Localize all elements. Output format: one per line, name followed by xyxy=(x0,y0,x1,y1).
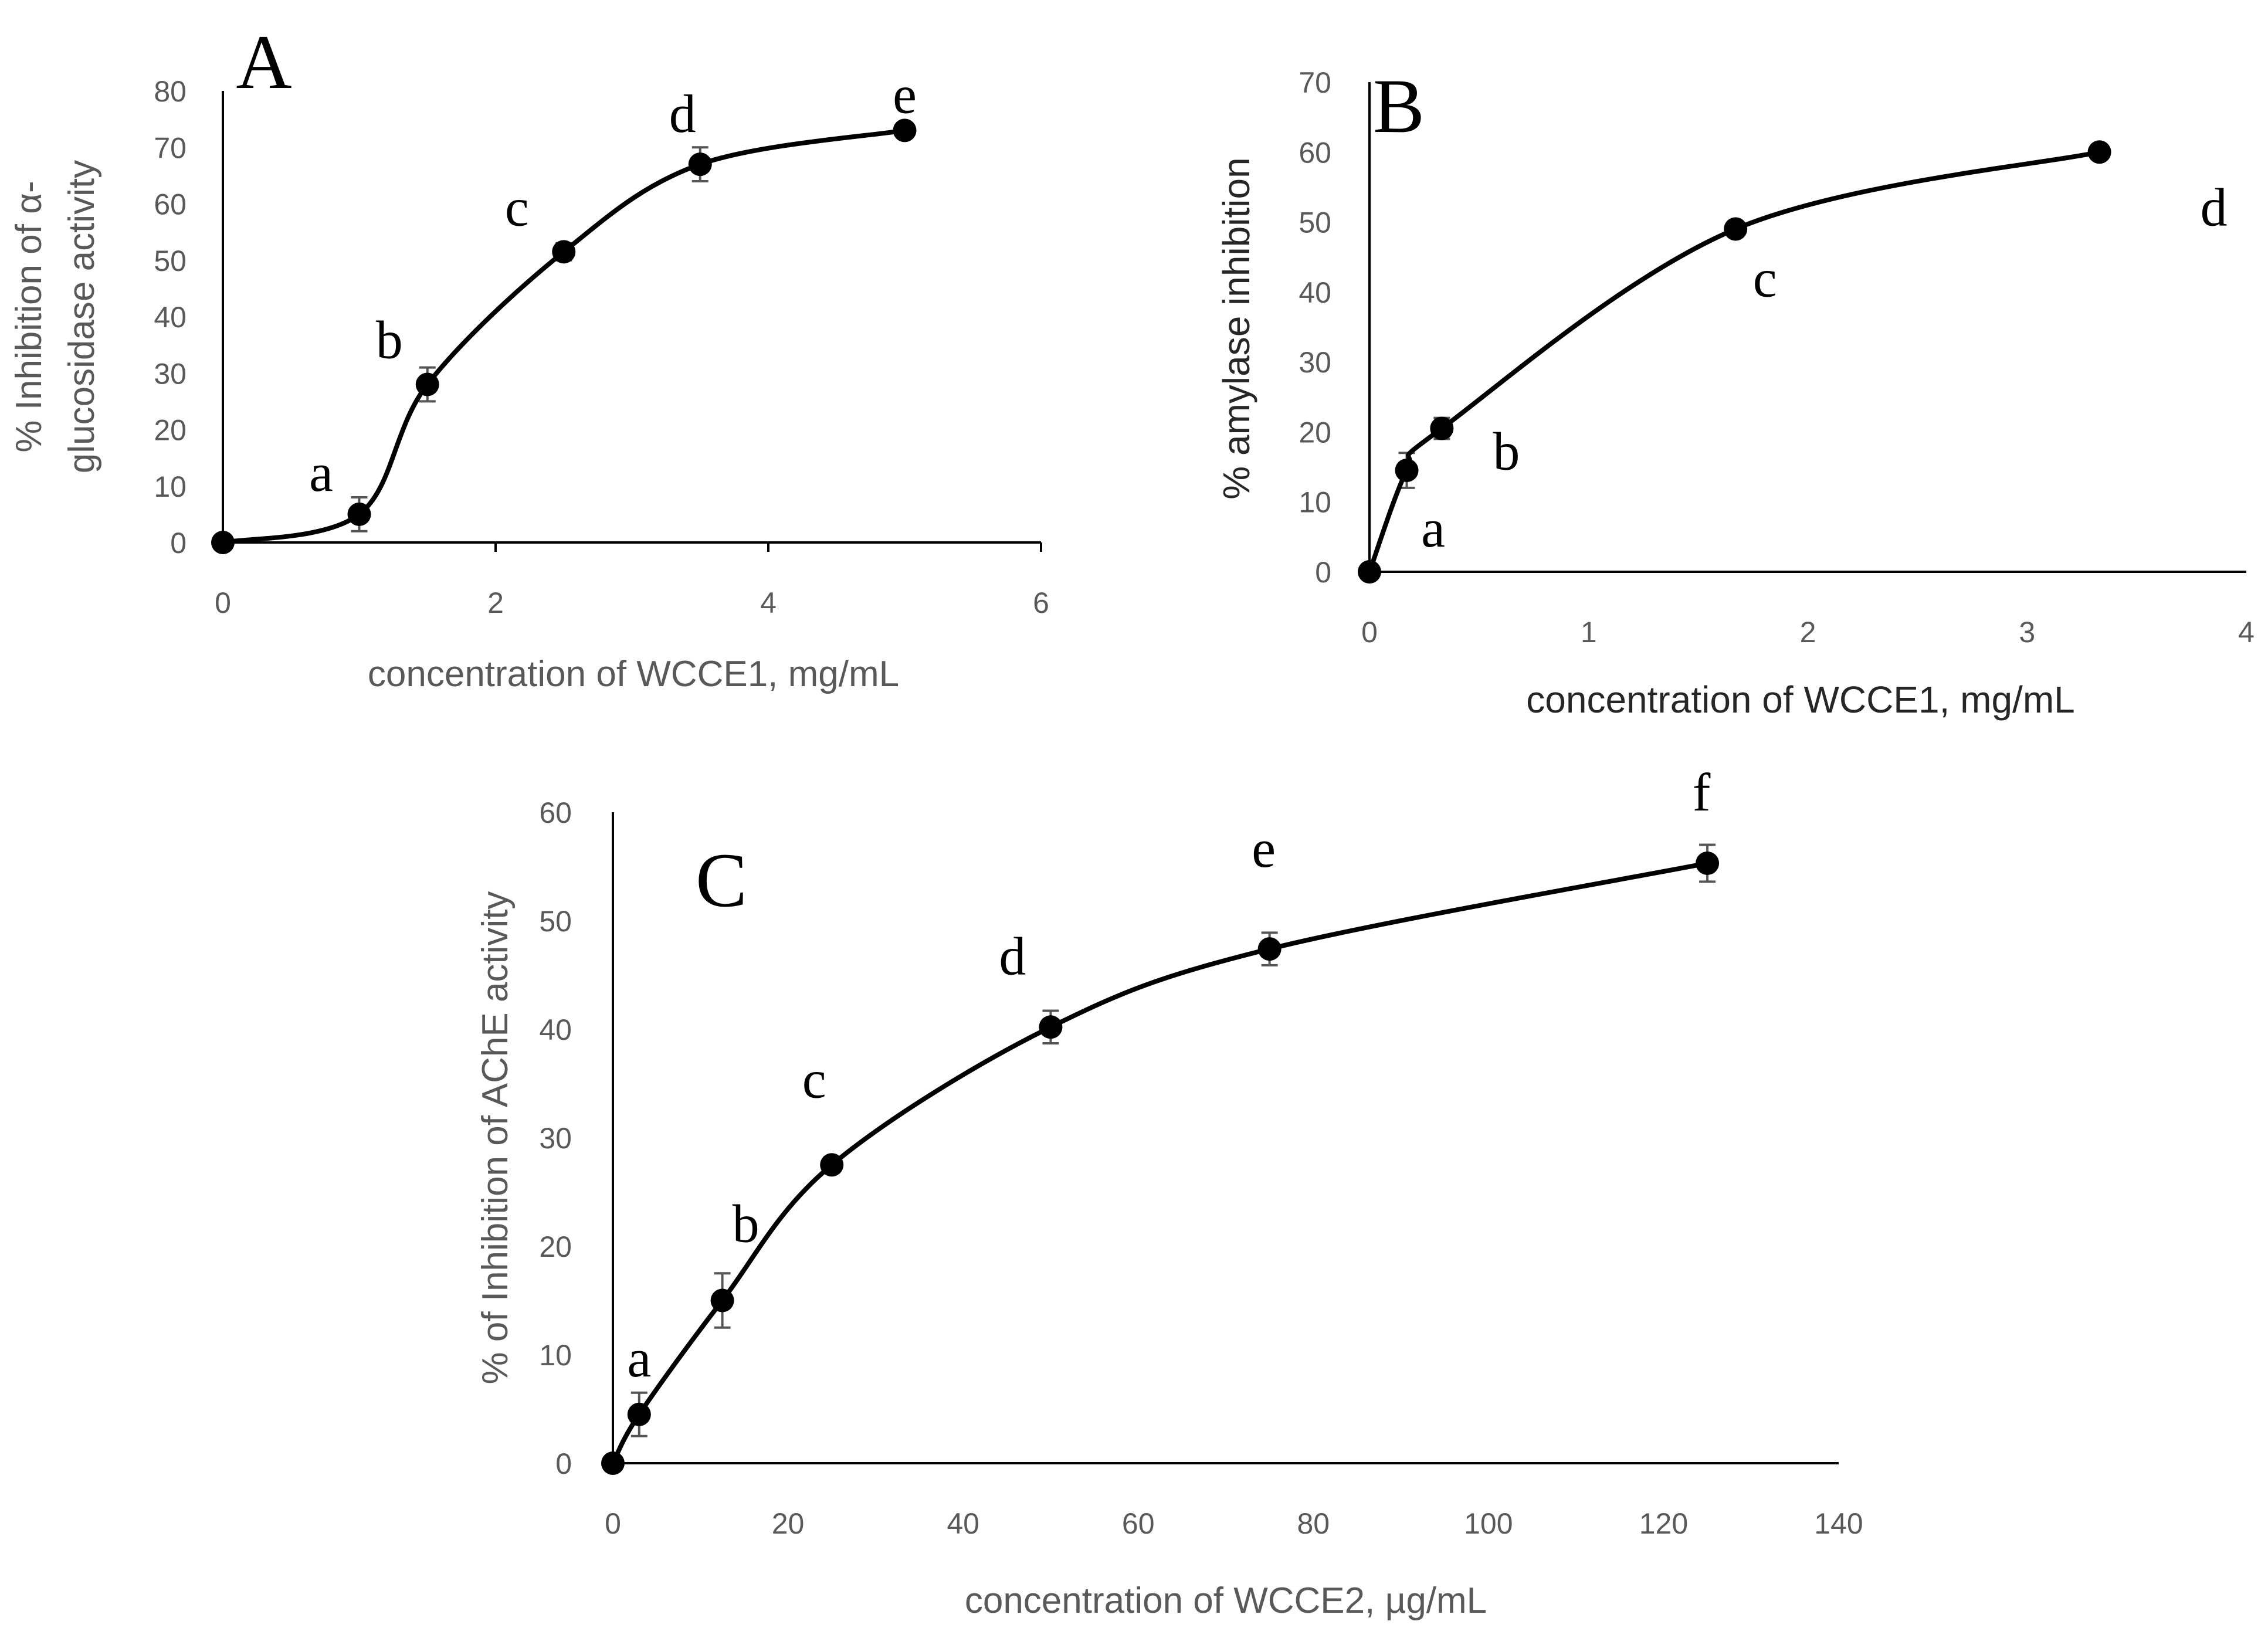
panel-letter: A xyxy=(236,19,291,105)
data-point xyxy=(1039,1015,1063,1039)
data-point xyxy=(1696,851,1720,875)
y-tick-label: 10 xyxy=(154,470,187,503)
point-label: d xyxy=(999,926,1026,986)
y-axis-title: % of Inhibition of AChE activity xyxy=(475,891,516,1385)
y-tick-label: 40 xyxy=(154,301,187,334)
data-point xyxy=(893,118,917,143)
point-label: d xyxy=(669,84,696,144)
point-label: f xyxy=(1693,762,1711,822)
x-tick-label: 2 xyxy=(487,586,504,619)
point-label: a xyxy=(627,1328,651,1388)
x-tick-label: 0 xyxy=(605,1507,621,1540)
panel-a-chart: 0 10 20 30 40 50 60 70 80 0 2 4 6 concentration of WC… xyxy=(9,19,1049,694)
x-tick-label: 2 xyxy=(1800,616,1816,649)
y-tick-label: 0 xyxy=(555,1447,572,1480)
data-point xyxy=(601,1451,625,1475)
series-line xyxy=(1367,150,2100,573)
x-axis-title: concentration of WCCE1, mg/mL xyxy=(368,654,899,694)
point-label: c xyxy=(1753,249,1777,308)
data-point xyxy=(1430,416,1454,440)
x-tick-label: 120 xyxy=(1639,1507,1688,1540)
panel-letter: C xyxy=(696,837,747,923)
data-point xyxy=(2087,140,2111,164)
y-tick-label: 70 xyxy=(154,131,187,164)
point-label: e xyxy=(1252,819,1276,879)
y-tick-label: 0 xyxy=(170,527,187,559)
y-tick-label: 50 xyxy=(539,905,572,938)
data-point xyxy=(1395,459,1419,483)
y-tick-label: 10 xyxy=(1299,486,1331,519)
y-tick-label: 60 xyxy=(154,188,187,221)
data-point xyxy=(1358,560,1381,584)
x-tick-label: 100 xyxy=(1464,1507,1513,1540)
data-point xyxy=(347,502,371,526)
y-tick-label: 60 xyxy=(1299,136,1331,169)
data-point xyxy=(627,1402,651,1426)
x-tick-label: 6 xyxy=(1033,586,1049,619)
y-tick-label: 30 xyxy=(1299,346,1331,379)
y-tick-label: 30 xyxy=(539,1122,572,1155)
y-axis-title-line: % amylase inhibition xyxy=(1215,157,1257,499)
y-tick-label: 70 xyxy=(1299,66,1331,99)
y-tick-label: 30 xyxy=(154,357,187,390)
x-tick-label: 140 xyxy=(1814,1507,1863,1540)
point-label: b xyxy=(733,1194,760,1254)
x-tick-label: 4 xyxy=(760,586,777,619)
point-label: a xyxy=(1421,498,1445,558)
y-tick-label: 20 xyxy=(539,1230,572,1263)
y-axis-title-line: % of Inhibition of AChE activity xyxy=(475,891,516,1385)
y-tick-label: 0 xyxy=(1315,556,1331,589)
y-axis-title-line: % Inhibition of α- xyxy=(9,181,49,452)
x-tick-label: 3 xyxy=(2019,616,2035,649)
point-label: e xyxy=(893,65,917,124)
y-tick-label: 40 xyxy=(539,1013,572,1046)
data-point xyxy=(688,152,712,177)
data-point xyxy=(710,1288,734,1312)
point-label: a xyxy=(309,443,333,503)
y-axis-title: % amylase inhibition xyxy=(1215,157,1257,499)
data-point xyxy=(415,372,439,396)
x-axis-title: concentration of WCCE2, µg/mL xyxy=(965,1580,1487,1621)
y-tick-label: 80 xyxy=(154,75,187,108)
x-tick-label: 0 xyxy=(215,586,231,619)
x-tick-label: 20 xyxy=(772,1507,805,1540)
data-point xyxy=(1257,937,1282,961)
panel-letter: B xyxy=(1373,63,1425,149)
panel-b-chart: 0 10 20 30 40 50 60 70 0 1 2 3 4 concentration of WCC… xyxy=(1215,63,2255,721)
panel-c-chart: 0 10 20 30 40 50 60 0 20 40 60 80 100 120 140 concentra… xyxy=(475,762,1863,1621)
point-label: b xyxy=(1493,421,1520,481)
data-point xyxy=(1724,217,1748,241)
y-tick-label: 20 xyxy=(1299,416,1331,449)
y-axis-title: % Inhibition of α-glucosidase activity xyxy=(9,160,102,473)
point-label: c xyxy=(802,1049,826,1109)
x-tick-label: 40 xyxy=(947,1507,979,1540)
data-point xyxy=(552,240,576,264)
x-tick-label: 0 xyxy=(1361,616,1378,649)
data-point xyxy=(211,531,235,554)
y-tick-label: 50 xyxy=(154,245,187,277)
data-point xyxy=(820,1153,844,1177)
y-tick-label: 10 xyxy=(539,1339,572,1372)
x-tick-label: 80 xyxy=(1297,1507,1330,1540)
x-tick-label: 1 xyxy=(1581,616,1597,649)
point-label: d xyxy=(2201,177,2228,237)
x-axis-title: concentration of WCCE1, mg/mL xyxy=(1526,679,2074,721)
y-tick-label: 20 xyxy=(154,414,187,447)
y-tick-label: 50 xyxy=(1299,206,1331,239)
series-line xyxy=(611,861,1708,1464)
x-tick-label: 60 xyxy=(1122,1507,1155,1540)
y-axis-title-line: glucosidase activity xyxy=(62,160,102,473)
x-tick-label: 4 xyxy=(2238,616,2255,649)
y-tick-label: 40 xyxy=(1299,276,1331,309)
y-tick-label: 60 xyxy=(539,796,572,829)
point-label: b xyxy=(376,310,403,370)
point-label: c xyxy=(505,177,529,237)
